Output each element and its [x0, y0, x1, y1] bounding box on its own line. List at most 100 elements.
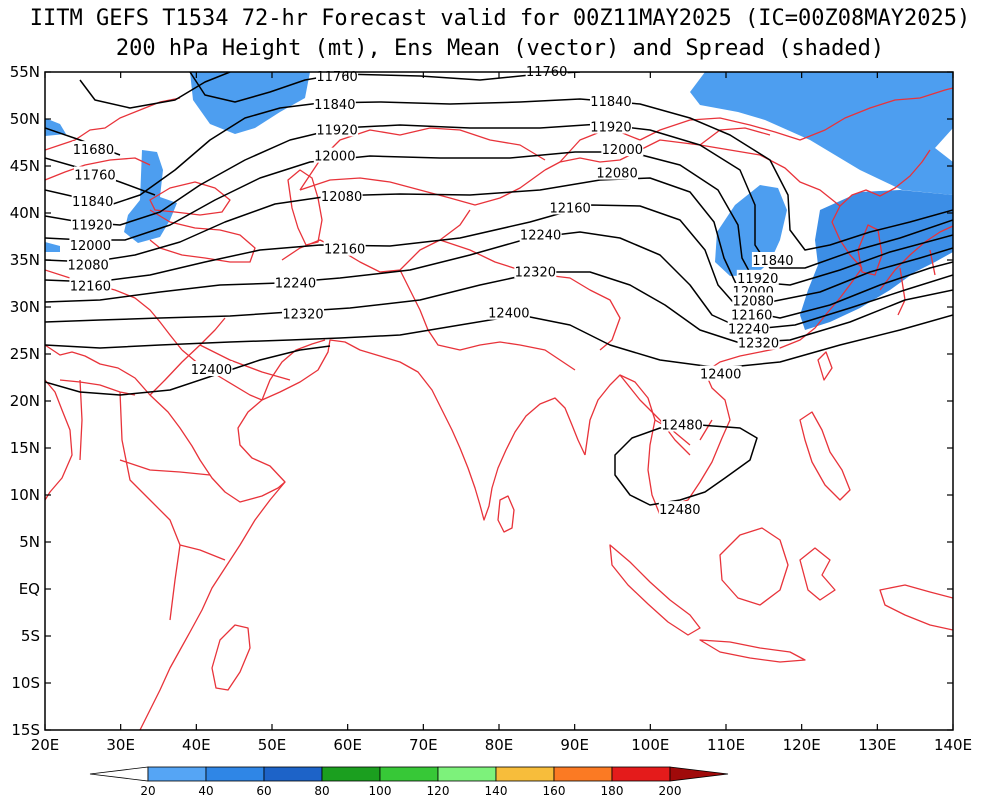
- lon-tick-label: 30E: [106, 736, 135, 754]
- colorbar-box: [147, 766, 207, 782]
- contour-label-bg: [69, 236, 112, 252]
- contour-label: 12000: [602, 143, 643, 158]
- coast-sumatra: [609, 544, 701, 636]
- lon-tick-label: 120E: [783, 736, 821, 754]
- coast-black-sea: [149, 181, 231, 216]
- contour-label: 12240: [728, 323, 769, 338]
- contour-label-bg: [320, 188, 363, 204]
- spread-patch: [124, 150, 177, 243]
- contour-label: 11840: [590, 95, 631, 110]
- contour-11920: [45, 123, 953, 269]
- contour-label-bg: [589, 93, 632, 109]
- colorbar-label: 140: [485, 784, 508, 798]
- contour-label-bg: [589, 118, 632, 134]
- lon-tick-label: 140E: [934, 736, 972, 754]
- contour-label-bg: [730, 306, 773, 322]
- spread-patch: [45, 242, 60, 252]
- contour-label-bg: [601, 141, 644, 157]
- contour-label-bg: [514, 263, 557, 279]
- contour-label: 12240: [520, 229, 561, 244]
- contour-label: 12080: [596, 167, 637, 182]
- lon-tick-label: 130E: [858, 736, 896, 754]
- contour-label: 12400: [191, 363, 232, 378]
- contour-label-bg: [751, 252, 794, 267]
- lat-tick-label: 40N: [10, 204, 40, 222]
- colorbar-label: 120: [427, 784, 450, 798]
- lat-tick-label: 25N: [10, 345, 40, 363]
- contour-label-bg: [70, 216, 113, 232]
- lat-tick-label: 55N: [10, 63, 40, 81]
- contour-label: 12080: [67, 259, 108, 274]
- lat-tick-label: 30N: [10, 298, 40, 316]
- contour-label: 12320: [282, 308, 323, 323]
- spread-shading: [45, 72, 953, 330]
- contour-label-bg: [699, 365, 742, 381]
- border-himalaya: [439, 239, 621, 351]
- contour-label-bg: [658, 501, 701, 517]
- colorbar-box: [263, 766, 323, 782]
- lon-tick-label: 50E: [258, 736, 287, 754]
- contour-label: 12480: [659, 503, 700, 518]
- colorbar-label: 60: [256, 784, 271, 798]
- lon-tick-label: 80E: [485, 736, 514, 754]
- coast-srilanka: [497, 495, 515, 533]
- colorbar-box: [437, 766, 497, 782]
- lat-tick-label: EQ: [19, 580, 40, 598]
- contour-label: 11680: [73, 143, 114, 158]
- contour-label-bg: [316, 121, 359, 137]
- contour-label-bg: [525, 63, 568, 79]
- lat-tick-label: 5S: [21, 627, 40, 645]
- contour-label-bg: [69, 277, 112, 293]
- contour-12160: [45, 204, 953, 319]
- contour-label: 12400: [700, 368, 741, 383]
- coast-caspian: [287, 169, 323, 246]
- coast-med: [45, 269, 183, 351]
- coast-china-north: [831, 149, 931, 269]
- contour-label: 12160: [70, 279, 111, 294]
- coast-africa-arabia-india: [45, 339, 586, 521]
- lat-tick-label: 10S: [11, 674, 40, 692]
- colorbar-label: 20: [140, 784, 155, 798]
- coast-madagascar: [211, 624, 251, 691]
- coast-gulf: [261, 339, 326, 401]
- contour-label-bg: [274, 274, 317, 290]
- contour-label: 12480: [661, 419, 702, 434]
- coast-turkey: [149, 209, 256, 263]
- colorbar-label: 160: [543, 784, 566, 798]
- map-frame: [44, 71, 954, 731]
- lon-tick-label: 100E: [631, 736, 669, 754]
- colorbar-end-left: [89, 766, 149, 782]
- coast-red-sea: [149, 317, 226, 396]
- lat-tick-label: 5N: [19, 533, 40, 551]
- contour-label-bg: [67, 256, 110, 272]
- lat-tick-label: 10N: [10, 486, 40, 504]
- contour-label-bg: [190, 361, 233, 377]
- contour-label-bg: [313, 95, 356, 111]
- lon-tick-label: 90E: [560, 736, 589, 754]
- contour-label-bg: [732, 292, 775, 308]
- colorbar-box: [321, 766, 381, 782]
- colorbar-box: [553, 766, 613, 782]
- contour-label: 12160: [731, 309, 772, 324]
- contour-label: 12320: [738, 337, 779, 352]
- spread-patch: [800, 190, 953, 330]
- contour-label-bg: [313, 147, 356, 163]
- contour-12240: [45, 231, 953, 331]
- height-contours: [45, 72, 953, 506]
- contour-label: 12080: [321, 190, 362, 205]
- colorbar-box: [379, 766, 439, 782]
- coast-newguinea: [879, 584, 953, 631]
- border-africa-inland: [59, 379, 226, 621]
- contour-label-bg: [323, 240, 366, 256]
- coast-taiwan: [817, 351, 833, 381]
- contour-label-bg: [71, 192, 114, 208]
- contour-12320: [45, 271, 953, 344]
- lon-tick-label: 20E: [31, 736, 60, 754]
- contour-label-bg: [549, 199, 592, 215]
- contour-label: 11920: [316, 123, 357, 138]
- lon-tick-label: 60E: [333, 736, 362, 754]
- contour-label: 12400: [488, 307, 529, 322]
- contour-12400-south: [45, 345, 331, 396]
- coast-arabia-borders: [181, 344, 291, 401]
